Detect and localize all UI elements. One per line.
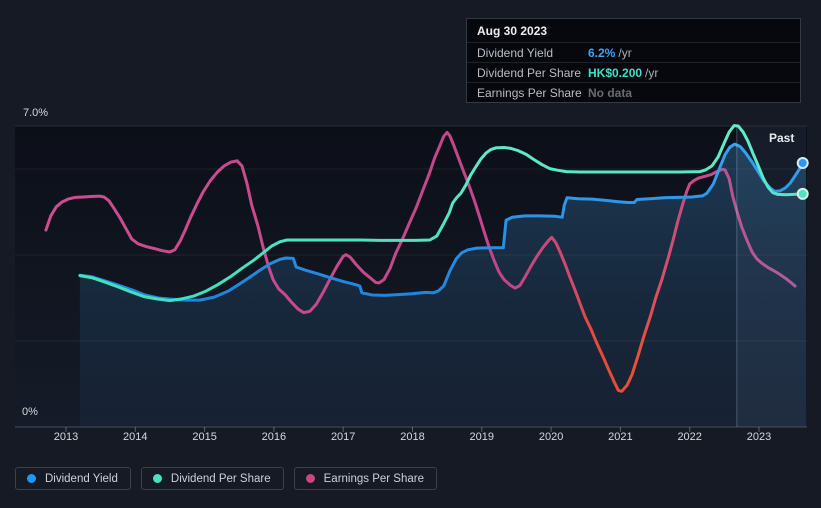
year-label-2022: 2022 bbox=[677, 431, 702, 443]
tooltip-label: Dividend Yield bbox=[477, 45, 554, 60]
dividend-yield-area bbox=[79, 144, 806, 427]
chart-legend: Dividend Yield Dividend Per Share Earnin… bbox=[15, 467, 437, 490]
year-label-2019: 2019 bbox=[469, 431, 495, 443]
tooltip-value-suffix: /yr bbox=[618, 45, 632, 60]
year-label-2017: 2017 bbox=[330, 431, 356, 443]
dividend-per-share-line bbox=[78, 124, 805, 303]
tooltip-row-dividend-per-share: Dividend Per Share HK$0.200 /yr bbox=[467, 62, 800, 82]
legend-label: Dividend Per Share bbox=[170, 472, 271, 485]
year-label-2020: 2020 bbox=[538, 431, 564, 443]
year-label-2014: 2014 bbox=[123, 431, 148, 443]
tooltip-row-dividend-yield: Dividend Yield 6.2% /yr bbox=[467, 42, 800, 62]
legend-item-dividend-per-share[interactable]: Dividend Per Share bbox=[140, 467, 284, 490]
chart-tooltip: Aug 30 2023 Dividend Yield 6.2% /yr Divi… bbox=[466, 18, 801, 103]
legend-item-dividend-yield[interactable]: Dividend Yield bbox=[15, 467, 131, 490]
tooltip-label: Earnings Per Share bbox=[477, 85, 582, 100]
tooltip-value: HK$0.200 bbox=[588, 65, 643, 80]
past-region-label: Past bbox=[769, 131, 795, 145]
year-label-2013: 2013 bbox=[53, 431, 79, 443]
dividend-yield-dot-icon bbox=[27, 474, 36, 483]
y-axis-bottom-label: 0% bbox=[22, 406, 38, 418]
year-label-2016: 2016 bbox=[261, 431, 287, 443]
dividend-per-share-dot-icon bbox=[152, 474, 162, 483]
tooltip-value: 6.2% bbox=[588, 45, 616, 60]
tooltip-date: Aug 30 2023 bbox=[477, 24, 548, 38]
earnings-per-share-line bbox=[44, 130, 797, 393]
series-end-dots bbox=[796, 157, 809, 200]
legend-label: Earnings Per Share bbox=[323, 472, 424, 485]
legend-label: Dividend Yield bbox=[45, 472, 118, 485]
year-label-2015: 2015 bbox=[192, 431, 217, 443]
earnings-per-share-dot-icon bbox=[305, 474, 315, 483]
tooltip-value-suffix: /yr bbox=[645, 65, 659, 80]
x-axis-ticks bbox=[65, 427, 760, 432]
dividend-yield-line bbox=[78, 142, 805, 302]
year-label-2023: 2023 bbox=[746, 431, 772, 443]
tooltip-row-earnings-per-share: Earnings Per Share No data bbox=[467, 82, 800, 102]
dividend-per-share-end-dot bbox=[796, 187, 809, 200]
tooltip-value: No data bbox=[588, 85, 633, 100]
past-region-band bbox=[736, 126, 807, 427]
year-label-2018: 2018 bbox=[400, 431, 425, 443]
tooltip-label: Dividend Per Share bbox=[477, 65, 582, 80]
y-axis-top-label: 7.0% bbox=[23, 107, 49, 119]
legend-item-earnings-per-share[interactable]: Earnings Per Share bbox=[293, 467, 437, 490]
dividend-yield-end-dot bbox=[796, 157, 809, 169]
year-label-2021: 2021 bbox=[608, 431, 633, 443]
